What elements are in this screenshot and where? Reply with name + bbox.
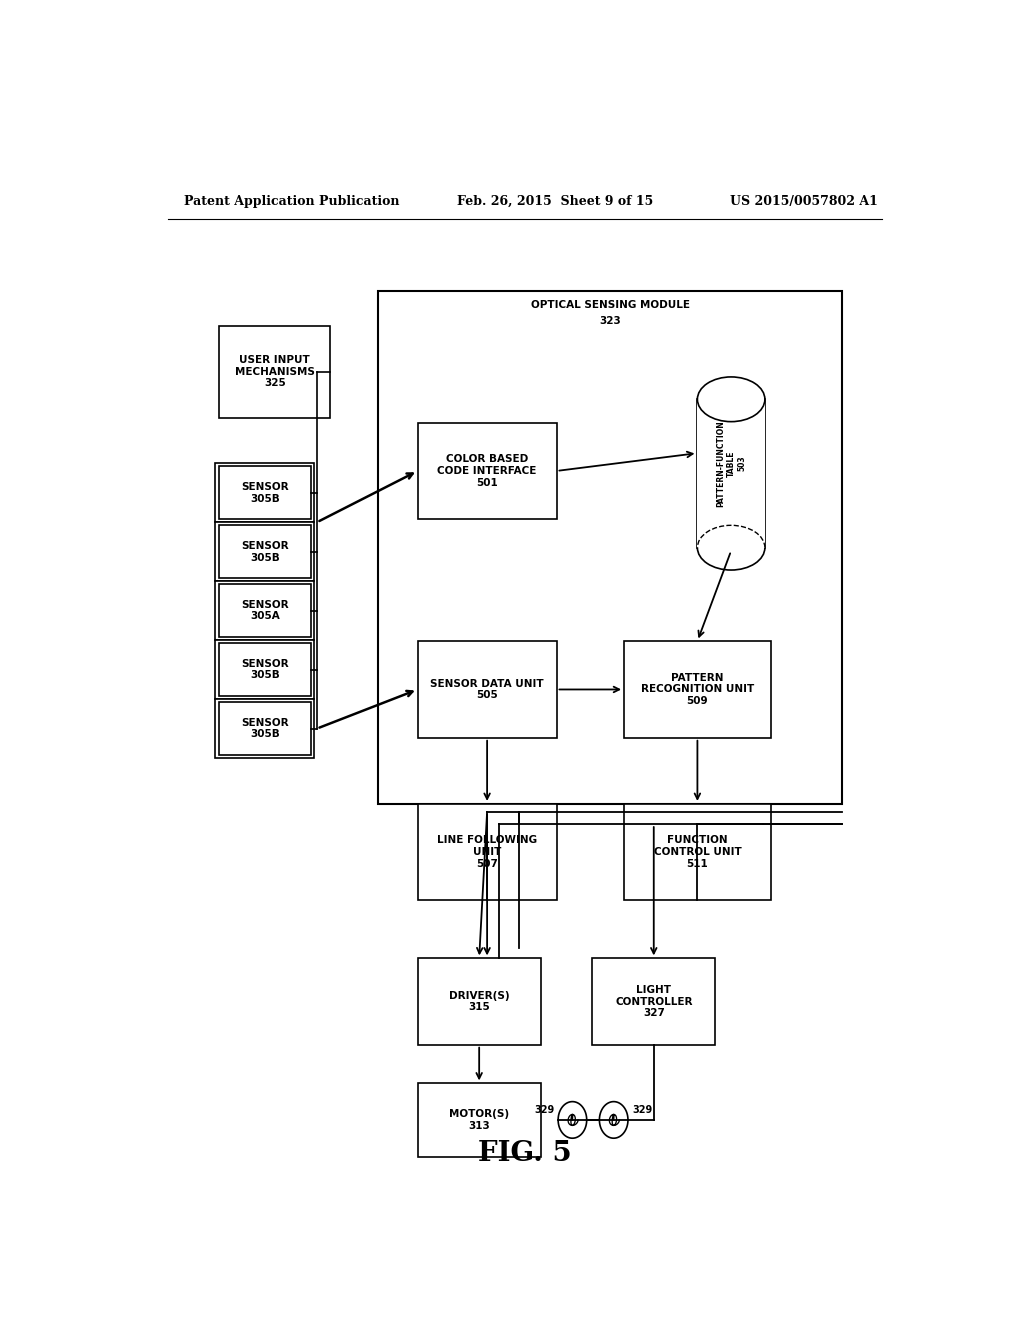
Text: 329: 329 bbox=[632, 1105, 652, 1115]
Text: LINE FOLLOWING
UNIT
507: LINE FOLLOWING UNIT 507 bbox=[437, 836, 538, 869]
Bar bbox=[219, 702, 310, 755]
Text: SENSOR
305B: SENSOR 305B bbox=[241, 659, 289, 680]
Text: Patent Application Publication: Patent Application Publication bbox=[183, 194, 399, 207]
Text: MOTOR(S)
313: MOTOR(S) 313 bbox=[450, 1109, 509, 1131]
Text: FIG. 5: FIG. 5 bbox=[478, 1139, 571, 1167]
Text: SENSOR DATA UNIT
505: SENSOR DATA UNIT 505 bbox=[430, 678, 544, 701]
Text: LIGHT
CONTROLLER
327: LIGHT CONTROLLER 327 bbox=[615, 985, 692, 1018]
Text: PATTERN
RECOGNITION UNIT
509: PATTERN RECOGNITION UNIT 509 bbox=[641, 673, 754, 706]
Bar bbox=[418, 958, 541, 1044]
Bar bbox=[592, 958, 715, 1044]
Text: Feb. 26, 2015  Sheet 9 of 15: Feb. 26, 2015 Sheet 9 of 15 bbox=[458, 194, 653, 207]
Ellipse shape bbox=[697, 378, 765, 421]
Text: COLOR BASED
CODE INTERFACE
501: COLOR BASED CODE INTERFACE 501 bbox=[437, 454, 537, 487]
Text: SENSOR
305B: SENSOR 305B bbox=[241, 718, 289, 739]
Text: PATTERN-FUNCTION
TABLE
503: PATTERN-FUNCTION TABLE 503 bbox=[716, 420, 746, 507]
Bar bbox=[418, 422, 557, 519]
Bar bbox=[219, 643, 310, 696]
Bar bbox=[215, 463, 314, 523]
Bar bbox=[697, 399, 765, 548]
Bar bbox=[215, 640, 314, 700]
Text: FUNCTION
CONTROL UNIT
511: FUNCTION CONTROL UNIT 511 bbox=[653, 836, 741, 869]
Text: 323: 323 bbox=[599, 315, 621, 326]
Bar bbox=[219, 466, 310, 519]
Bar bbox=[215, 523, 314, 581]
Text: SENSOR
305B: SENSOR 305B bbox=[241, 482, 289, 504]
Bar bbox=[418, 642, 557, 738]
Bar bbox=[378, 290, 842, 804]
Text: US 2015/0057802 A1: US 2015/0057802 A1 bbox=[729, 194, 878, 207]
Bar bbox=[215, 581, 314, 640]
Bar bbox=[418, 1084, 541, 1156]
Text: SENSOR
305A: SENSOR 305A bbox=[241, 599, 289, 622]
Text: SENSOR
305B: SENSOR 305B bbox=[241, 541, 289, 562]
Text: DRIVER(S)
315: DRIVER(S) 315 bbox=[449, 991, 510, 1012]
Bar bbox=[624, 642, 771, 738]
Bar bbox=[215, 700, 314, 758]
Bar bbox=[418, 804, 557, 900]
Text: 329: 329 bbox=[534, 1105, 554, 1115]
Bar bbox=[219, 525, 310, 578]
Bar bbox=[624, 804, 771, 900]
Bar bbox=[219, 585, 310, 638]
Text: USER INPUT
MECHANISMS
325: USER INPUT MECHANISMS 325 bbox=[234, 355, 314, 388]
Text: OPTICAL SENSING MODULE: OPTICAL SENSING MODULE bbox=[530, 300, 689, 310]
Bar bbox=[219, 326, 331, 417]
